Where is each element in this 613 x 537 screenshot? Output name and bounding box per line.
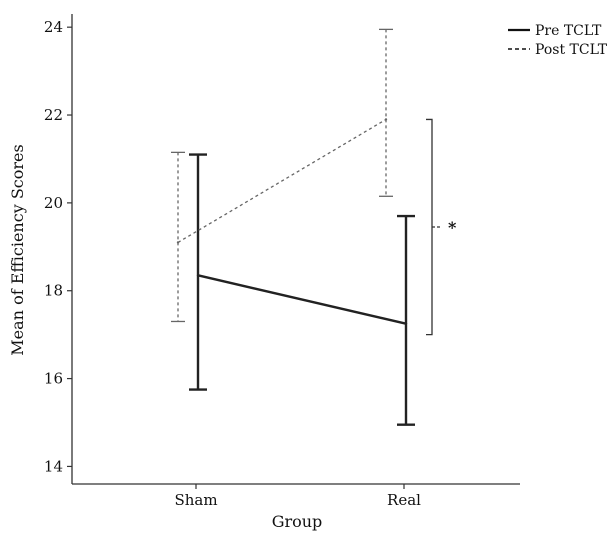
series-line [197,274,407,325]
legend-label: Post TCLT [535,42,608,58]
y-axis-title: Mean of Efficiency Scores [8,144,27,355]
legend: Pre TCLT Post TCLT [508,23,608,58]
x-tick-label: Real [387,491,421,509]
data-point [384,118,388,121]
significance-star: * [448,218,457,237]
legend-label: Pre TCLT [535,23,602,39]
data-point [196,274,200,277]
y-tick-label: 24 [44,18,63,36]
x-axis-title: Group [272,512,323,531]
y-tick-label: 20 [44,194,63,212]
data-point [176,241,180,244]
x-tick-label: Sham [174,491,217,509]
y-tick-label: 18 [44,282,63,300]
series-pre-tclt [189,153,415,426]
series-line [177,118,387,243]
bracket [426,118,433,336]
series-layer [171,28,415,426]
y-tick-label: 22 [44,106,63,124]
data-point [404,322,408,325]
y-tick-label: 16 [44,370,63,388]
significance-annotation: * [426,118,457,336]
y-tick-label: 14 [44,457,63,475]
series-post-tclt [171,28,393,323]
axes: 14 16 18 20 22 24 Sham Real [44,14,520,509]
